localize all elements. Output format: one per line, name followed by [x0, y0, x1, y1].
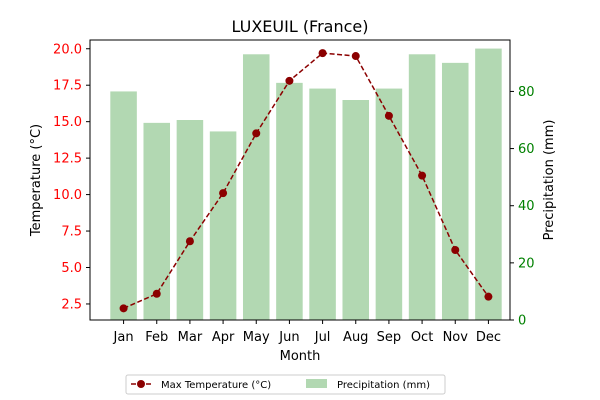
- temperature-point: [285, 76, 294, 85]
- legend-frame: [125, 374, 446, 395]
- right-y-axis-label: Precipitation (mm): [542, 120, 557, 241]
- temperature-point: [219, 189, 228, 198]
- x-tick-label: Dec: [476, 330, 501, 345]
- left-y-tick-label: 17.5: [53, 79, 82, 94]
- chart-title: LUXEUIL (France): [231, 17, 368, 36]
- precipitation-bar: [110, 91, 137, 320]
- legend-precipitation-swatch: [306, 379, 327, 388]
- left-y-tick-label: 20.0: [53, 42, 82, 57]
- x-tick-label: Mar: [178, 330, 203, 345]
- precipitation-bar: [242, 54, 270, 321]
- temperature-point: [484, 292, 493, 301]
- precipitation-bar: [375, 88, 403, 320]
- precipitation-bar: [143, 122, 171, 320]
- x-axis-label: Month: [280, 349, 321, 364]
- x-tick-label: Aug: [343, 330, 368, 345]
- temperature-point: [185, 237, 194, 246]
- legend-temperature-marker: [137, 380, 145, 388]
- left-y-tick-label: 15.0: [53, 115, 82, 130]
- precipitation-bar: [342, 100, 370, 320]
- left-y-tick-label: 2.5: [61, 297, 82, 312]
- right-y-tick-label: 20: [518, 256, 535, 271]
- legend-temperature-label: Max Temperature (°C): [161, 380, 271, 391]
- x-tick-label: May: [243, 330, 270, 345]
- right-y-tick-label: 0: [518, 314, 526, 329]
- right-y-tick-label: 60: [518, 142, 535, 157]
- left-y-tick-label: 7.5: [61, 225, 82, 240]
- right-y-tick-label: 40: [518, 199, 535, 214]
- x-tick-label: Sep: [377, 330, 402, 345]
- x-tick-label: Nov: [443, 330, 469, 345]
- x-tick-label: Apr: [212, 330, 235, 345]
- left-y-axis: 2.5 5.0 7.5 10.0 12.5 15.0 17.5 20.0: [53, 42, 90, 312]
- precipitation-bar: [276, 82, 303, 320]
- temperature-point: [384, 111, 393, 120]
- precipitation-bar: [441, 62, 469, 320]
- x-tick-label: Jun: [278, 330, 299, 345]
- temperature-point: [451, 246, 460, 254]
- temperature-point: [152, 289, 161, 298]
- left-y-tick-label: 10.0: [53, 188, 82, 203]
- x-tick-label: Jul: [314, 330, 331, 345]
- precipitation-bar: [209, 131, 237, 320]
- legend: Max Temperature (°C) Precipitation (mm): [125, 374, 446, 395]
- x-tick-label: Feb: [145, 330, 168, 345]
- left-y-tick-label: 5.0: [61, 261, 82, 276]
- temperature-point: [318, 49, 327, 58]
- precipitation-bar: [408, 54, 436, 321]
- temperature-point: [119, 304, 128, 313]
- right-y-axis: 0 20 40 60 80: [510, 85, 535, 329]
- precipitation-bar: [176, 120, 204, 320]
- precipitation-bar: [309, 88, 336, 320]
- precipitation-bar: [475, 48, 502, 320]
- temperature-series-line: [123, 52, 490, 310]
- temperature-point: [418, 171, 427, 180]
- right-y-tick-label: 80: [518, 85, 535, 100]
- left-y-tick-label: 12.5: [53, 152, 82, 167]
- x-tick-label: Jan: [113, 330, 134, 345]
- precipitation-bars: [110, 48, 502, 321]
- temperature-point: [252, 129, 261, 138]
- plot-frame: [89, 39, 511, 321]
- legend-precipitation-label: Precipitation (mm): [337, 380, 430, 391]
- x-axis: Jan Feb Mar Apr May Jun Jul Aug Sep Oct Nov Dec: [113, 320, 501, 345]
- temperature-line: [119, 49, 493, 313]
- temperature-point: [351, 52, 360, 61]
- left-y-axis-label: Temperature (°C): [29, 124, 44, 237]
- x-tick-label: Oct: [411, 330, 433, 345]
